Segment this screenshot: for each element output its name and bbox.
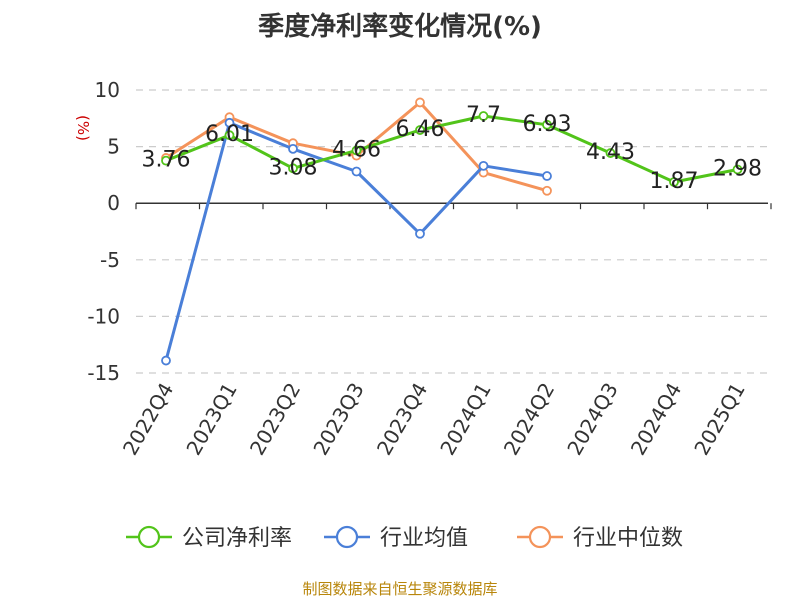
legend-marker <box>335 525 359 549</box>
data-point <box>161 155 171 166</box>
grid-lines <box>136 89 768 374</box>
chart-title: 季度净利率变化情况(%) <box>258 12 542 42</box>
data-point <box>542 171 552 181</box>
data-label: 6.01 <box>205 122 254 147</box>
data-label: 4.66 <box>332 137 381 162</box>
data-point <box>415 228 425 239</box>
x-tick-label: 2025Q1 <box>689 379 749 460</box>
data-point <box>351 145 362 156</box>
legend-marker <box>137 525 161 549</box>
data-point <box>732 164 743 175</box>
data-point <box>542 185 552 196</box>
data-label: 2.98 <box>713 156 762 181</box>
data-label: 6.93 <box>523 112 572 137</box>
y-tick-label: 10 <box>95 78 120 102</box>
series-group <box>161 97 743 366</box>
data-point <box>288 143 298 154</box>
data-label: 3.76 <box>142 148 191 173</box>
legend-label: 行业均值 <box>380 526 468 551</box>
x-tick-label: 2023Q3 <box>308 379 368 460</box>
data-label: 4.43 <box>586 140 635 165</box>
y-tick-label: 5 <box>107 135 120 159</box>
data-label: 6.46 <box>396 117 445 142</box>
source-note: 制图数据来自恒生聚源数据库 <box>302 580 498 598</box>
data-point <box>288 163 298 174</box>
data-point <box>351 166 362 177</box>
x-tick-label: 2024Q1 <box>435 379 495 460</box>
y-tick-label: 0 <box>107 191 120 215</box>
data-point <box>161 355 171 366</box>
data-labels: 3.76 6.01 3.08 4.66 6.46 7.7 6.93 4.43 1.87 2.98 <box>142 103 762 194</box>
x-tick-label: 2024Q2 <box>499 379 559 460</box>
x-tick-label: 2024Q4 <box>626 379 686 460</box>
legend: 公司净利率 行业均值 行业中位数 <box>126 525 683 551</box>
data-point <box>605 148 616 158</box>
x-tick-label: 2023Q4 <box>372 379 432 460</box>
y-tick-label: -15 <box>87 361 120 385</box>
legend-label: 公司净利率 <box>182 526 292 551</box>
data-point <box>224 130 235 141</box>
series-line <box>165 114 738 184</box>
x-tick-label: 2022Q4 <box>118 379 178 460</box>
data-point <box>669 177 679 187</box>
data-point <box>224 117 235 128</box>
y-tick-label: -10 <box>87 304 120 328</box>
data-point <box>542 119 552 130</box>
x-tick-label: 2024Q3 <box>562 379 622 460</box>
data-label: 1.87 <box>650 169 699 194</box>
y-tick-label: -5 <box>100 248 120 272</box>
x-tick-label: 2023Q2 <box>245 379 305 460</box>
data-label: 7.7 <box>466 103 501 128</box>
data-label: 3.08 <box>269 155 318 180</box>
data-point <box>415 97 425 108</box>
data-point <box>478 160 489 171</box>
y-axis-label: (%) <box>74 115 92 141</box>
legend-marker <box>528 525 552 549</box>
data-point <box>415 125 425 135</box>
data-point <box>478 111 489 121</box>
x-tick-label: 2023Q1 <box>181 379 241 460</box>
legend-label: 行业中位数 <box>573 526 683 551</box>
